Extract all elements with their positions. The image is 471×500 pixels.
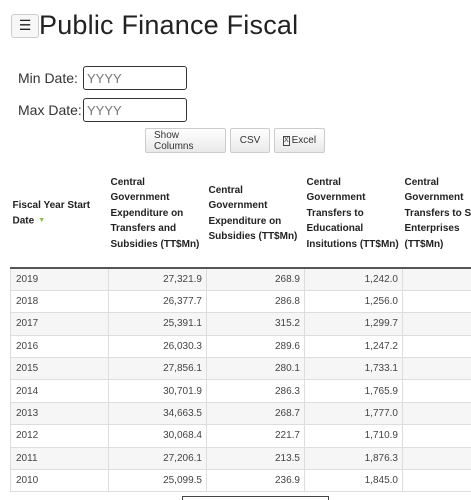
value-cell: 1,845.0 xyxy=(304,469,403,493)
value-cell: 26,030.3 xyxy=(108,334,207,359)
year-cell: 2014 xyxy=(10,379,109,403)
excel-button[interactable]: X Excel xyxy=(274,128,325,153)
excel-label: Excel xyxy=(291,135,317,146)
value-cell xyxy=(402,357,471,381)
value-cell: 268.7 xyxy=(206,401,305,426)
year-cell: 2012 xyxy=(10,424,109,448)
value-cell: 34,663.5 xyxy=(108,401,207,426)
year-cell: 2013 xyxy=(10,401,109,426)
value-cell xyxy=(402,424,471,448)
header-fiscal-year[interactable]: Fiscal Year Start Date ▼ xyxy=(10,160,109,269)
table-header-row: Fiscal Year Start Date ▼ Central Governme… xyxy=(10,160,471,269)
year-cell: 2010 xyxy=(10,469,109,493)
page-title: Public Finance Fiscal xyxy=(39,10,299,40)
year-cell: 2018 xyxy=(10,289,109,314)
value-cell: 25,391.1 xyxy=(108,312,207,336)
value-cell xyxy=(402,312,471,336)
header-label: Central Government Expenditure on Transf… xyxy=(110,176,200,250)
value-cell: 213.5 xyxy=(206,446,305,471)
value-cell: 280.1 xyxy=(206,357,305,381)
value-cell: 25,099.5 xyxy=(108,469,207,493)
header-label: Fiscal Year Start Date xyxy=(12,199,91,227)
header-educational-institutions[interactable]: Central Government Transfers to Educatio… xyxy=(304,160,403,269)
value-cell: 315.2 xyxy=(206,312,305,336)
value-cell: 286.8 xyxy=(206,289,305,314)
header-transfers-subsidies[interactable]: Central Government Expenditure on Transf… xyxy=(108,160,207,269)
header-label: Central Government Transfers to State En… xyxy=(404,176,471,250)
value-cell: 1,733.1 xyxy=(304,357,403,381)
value-cell xyxy=(402,446,471,471)
sort-desc-icon: ▼ xyxy=(38,217,46,225)
table-toolbar: Show Columns CSV X Excel xyxy=(145,128,325,153)
header-subsidies[interactable]: Central Government Expenditure on Subsid… xyxy=(206,160,305,269)
table-row: 2010 25,099.5 236.9 1,845.0 xyxy=(10,469,471,493)
year-cell: 2015 xyxy=(10,357,109,381)
value-cell xyxy=(402,289,471,314)
value-cell: 286.3 xyxy=(206,379,305,403)
csv-button[interactable]: CSV xyxy=(230,128,270,153)
value-cell xyxy=(402,267,471,291)
min-date-label: Min Date: xyxy=(18,70,78,86)
value-cell: 1,876.3 xyxy=(304,446,403,471)
table-row: 2018 26,377.7 286.8 1,256.0 xyxy=(10,289,471,314)
value-cell: 30,068.4 xyxy=(108,424,207,448)
value-cell xyxy=(402,401,471,426)
value-cell: 27,206.1 xyxy=(108,446,207,471)
header-label: Central Government Transfers to Educatio… xyxy=(306,176,399,250)
table-row: 2015 27,856.1 280.1 1,733.1 xyxy=(10,357,471,381)
value-cell: 221.7 xyxy=(206,424,305,448)
header-state-enterprises[interactable]: Central Government Transfers to State En… xyxy=(402,160,471,269)
value-cell: 236.9 xyxy=(206,469,305,493)
value-cell: 27,856.1 xyxy=(108,357,207,381)
year-cell: 2017 xyxy=(10,312,109,336)
table-row: 2014 30,701.9 286.3 1,765.9 xyxy=(10,379,471,403)
value-cell: 289.6 xyxy=(206,334,305,359)
value-cell: 1,247.2 xyxy=(304,334,403,359)
value-cell: 1,256.0 xyxy=(304,289,403,314)
value-cell: 1,299.7 xyxy=(304,312,403,336)
value-cell: 1,765.9 xyxy=(304,379,403,403)
max-date-input[interactable] xyxy=(83,98,187,122)
max-date-label: Max Date: xyxy=(18,102,82,118)
value-cell: 1,242.0 xyxy=(304,267,403,291)
value-cell: 1,710.9 xyxy=(304,424,403,448)
table-row: 2012 30,068.4 221.7 1,710.9 xyxy=(10,424,471,448)
min-date-row: Min Date: xyxy=(18,66,187,90)
table-row: 2011 27,206.1 213.5 1,876.3 xyxy=(10,446,471,471)
max-date-row: Max Date: xyxy=(18,98,187,122)
menu-icon[interactable]: ☰ xyxy=(11,13,39,38)
table-row: 2017 25,391.1 315.2 1,299.7 xyxy=(10,312,471,336)
min-date-input[interactable] xyxy=(83,66,187,90)
header-label: Central Government Expenditure on Subsid… xyxy=(208,184,298,243)
year-cell: 2011 xyxy=(10,446,109,471)
table-row: 2019 27,321.9 268.9 1,242.0 xyxy=(10,267,471,291)
value-cell: 268.9 xyxy=(206,267,305,291)
bottom-control-edge[interactable] xyxy=(182,496,329,500)
table-row: 2016 26,030.3 289.6 1,247.2 xyxy=(10,334,471,359)
value-cell: 1,777.0 xyxy=(304,401,403,426)
excel-icon: X xyxy=(282,135,290,146)
value-cell: 30,701.9 xyxy=(108,379,207,403)
value-cell: 27,321.9 xyxy=(108,267,207,291)
page-header: ☰ Public Finance Fiscal xyxy=(11,10,298,41)
value-cell xyxy=(402,334,471,359)
value-cell xyxy=(402,379,471,403)
value-cell: 26,377.7 xyxy=(108,289,207,314)
data-table-container[interactable]: Fiscal Year Start Date ▼ Central Governme… xyxy=(10,160,471,493)
value-cell xyxy=(402,469,471,493)
table-row: 2013 34,663.5 268.7 1,777.0 xyxy=(10,401,471,426)
show-columns-button[interactable]: Show Columns xyxy=(145,128,226,153)
year-cell: 2019 xyxy=(10,267,109,291)
year-cell: 2016 xyxy=(10,334,109,359)
data-table: Fiscal Year Start Date ▼ Central Governme… xyxy=(10,160,471,493)
